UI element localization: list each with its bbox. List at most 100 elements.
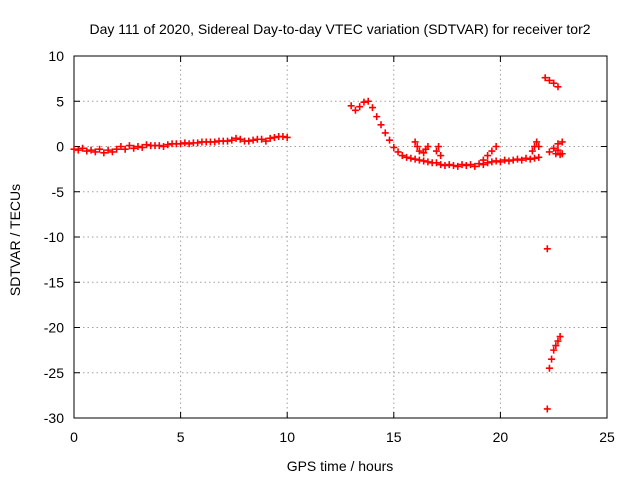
data-point-plus <box>164 141 172 149</box>
data-point-plus <box>279 133 287 141</box>
axis-ticks: 0 5 10 15 20 25 -30 -25 -20 -15 -10 -5 0 5 10 <box>44 48 615 445</box>
x-tick-label: 15 <box>386 429 402 445</box>
data-point-plus <box>528 147 536 155</box>
data-point-plus <box>181 139 189 147</box>
x-tick-label: 5 <box>177 429 185 445</box>
data-point-plus <box>550 79 558 87</box>
data-point-plus <box>79 144 87 152</box>
data-point-plus <box>435 143 443 150</box>
data-point-plus <box>403 153 411 161</box>
data-point-plus <box>543 245 551 253</box>
data-point-plus <box>368 104 376 112</box>
data-point-plus <box>554 146 562 154</box>
data-point-plus <box>270 133 278 141</box>
y-tick-label: -20 <box>44 320 64 336</box>
data-point-plus <box>552 342 560 350</box>
data-point-plus <box>142 141 150 149</box>
data-point-plus <box>522 154 530 162</box>
data-point-plus <box>258 135 266 143</box>
data-point-plus <box>283 133 291 141</box>
data-point-plus <box>398 152 406 160</box>
data-point-plus <box>424 143 432 150</box>
data-point-plus <box>556 151 564 159</box>
data-point-plus <box>96 145 104 153</box>
grid-lines <box>74 56 607 418</box>
data-point-plus <box>441 162 449 170</box>
data-point-plus <box>83 147 91 155</box>
data-point-plus <box>411 155 419 163</box>
data-point-plus <box>413 143 421 150</box>
data-point-plus <box>415 147 423 155</box>
y-tick-label: -15 <box>44 274 64 290</box>
x-tick-label: 0 <box>70 429 78 445</box>
data-point-plus <box>492 157 500 165</box>
data-point-plus <box>554 83 562 91</box>
data-points <box>70 74 566 413</box>
data-point-plus <box>518 156 526 164</box>
data-point-plus <box>245 137 253 145</box>
data-point-plus <box>541 74 549 82</box>
data-point-plus <box>155 142 163 150</box>
data-point-plus <box>117 143 125 150</box>
data-point-plus <box>266 134 274 142</box>
x-tick-label: 10 <box>279 429 295 445</box>
data-point-plus <box>100 149 108 157</box>
data-point-plus <box>556 333 564 341</box>
data-point-plus <box>505 157 513 165</box>
data-point-plus <box>467 161 475 169</box>
data-point-plus <box>554 337 562 345</box>
data-point-plus <box>364 97 372 105</box>
data-point-plus <box>125 142 133 150</box>
data-point-plus <box>548 355 556 363</box>
data-point-plus <box>535 143 543 150</box>
data-point-plus <box>160 143 168 150</box>
data-point-plus <box>415 156 423 164</box>
y-tick-label: -5 <box>52 184 65 200</box>
data-point-plus <box>351 106 359 114</box>
data-point-plus <box>211 138 219 146</box>
data-point-plus <box>531 154 539 162</box>
data-point-plus <box>347 102 355 110</box>
data-point-plus <box>471 162 479 170</box>
data-point-plus <box>550 346 558 354</box>
y-tick-label: 0 <box>56 139 64 155</box>
data-point-plus <box>91 148 99 156</box>
data-point-plus <box>554 140 562 148</box>
data-point-plus <box>185 140 193 148</box>
data-point-plus <box>432 147 440 155</box>
data-point-plus <box>373 113 381 121</box>
data-point-plus <box>104 146 112 154</box>
data-point-plus <box>454 162 462 170</box>
data-point-plus <box>509 156 517 164</box>
data-point-plus <box>130 144 138 152</box>
data-point-plus <box>545 364 553 372</box>
data-point-plus <box>558 138 566 146</box>
data-point-plus <box>108 148 116 156</box>
data-point-plus <box>513 155 521 163</box>
data-point-plus <box>484 159 492 167</box>
y-tick-label: 5 <box>56 93 64 109</box>
data-point-plus <box>533 138 541 146</box>
data-point-plus <box>377 121 385 129</box>
data-point-plus <box>543 405 551 413</box>
x-tick-label: 20 <box>493 429 509 445</box>
data-point-plus <box>224 137 232 145</box>
data-point-plus <box>262 137 270 145</box>
x-axis-label: GPS time / hours <box>287 458 394 474</box>
data-point-plus <box>501 156 509 164</box>
data-point-plus <box>496 158 504 166</box>
data-point-plus <box>475 160 483 168</box>
data-point-plus <box>424 158 432 166</box>
y-tick-label: -30 <box>44 410 64 426</box>
y-tick-label: 10 <box>48 48 64 64</box>
data-point-plus <box>249 136 257 144</box>
data-point-plus <box>194 139 202 147</box>
data-point-plus <box>420 149 428 157</box>
data-point-plus <box>87 146 95 154</box>
data-point-plus <box>437 152 445 160</box>
data-point-plus <box>407 154 415 162</box>
data-point-plus <box>458 161 466 169</box>
data-point-plus <box>462 162 470 170</box>
data-point-plus <box>228 136 236 144</box>
